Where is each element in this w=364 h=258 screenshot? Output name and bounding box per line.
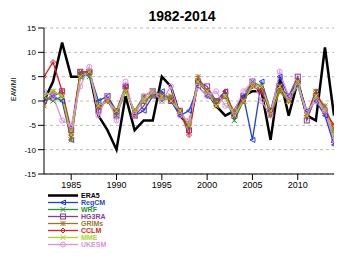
svg-text:0: 0 (32, 97, 37, 106)
html-text:CCLM: CCLM (81, 227, 102, 234)
svg-text:-5: -5 (29, 121, 37, 130)
svg-text:2010: 2010 (288, 180, 308, 190)
html-text:1982-2014: 1982-2014 (148, 8, 216, 24)
svg-text:10: 10 (27, 48, 36, 57)
svg-text:2005: 2005 (242, 180, 262, 190)
html-text:MME: MME (81, 234, 98, 241)
html-text:GRIMs: GRIMs (81, 220, 104, 227)
html-text:HG3RA: HG3RA (81, 213, 106, 220)
svg-text:1985: 1985 (61, 180, 81, 190)
html-text:UKESM: UKESM (81, 241, 107, 248)
svg-text:1990: 1990 (106, 180, 126, 190)
svg-text:2000: 2000 (197, 180, 217, 190)
svg-text:-10: -10 (24, 146, 36, 155)
html-text:ERA5: ERA5 (81, 192, 100, 199)
svg-text:-15: -15 (24, 170, 36, 179)
html-text:WRF: WRF (81, 206, 97, 213)
svg-text:15: 15 (27, 24, 36, 33)
html-text:RegCM: RegCM (81, 199, 106, 206)
svg-text:5: 5 (32, 73, 37, 82)
svg-text:1995: 1995 (152, 180, 172, 190)
svg-text:EAWMI: EAWMI (10, 77, 17, 101)
